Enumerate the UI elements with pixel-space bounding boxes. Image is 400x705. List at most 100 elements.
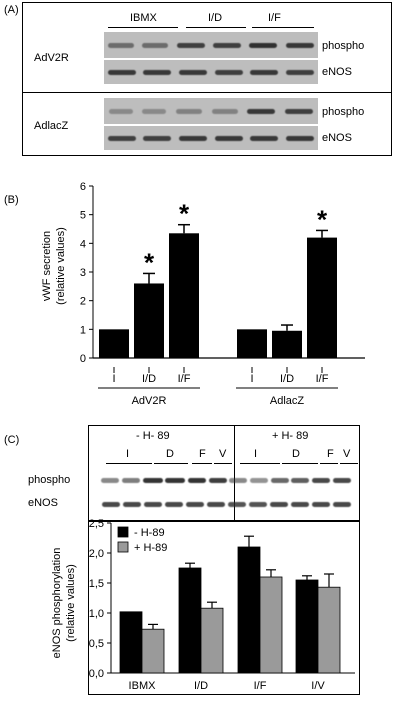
blot-group-minus-h89: - H- 89	[136, 430, 170, 442]
chart-c-ytick-label: 2,0	[89, 548, 104, 560]
chart-c-bar	[317, 586, 341, 674]
blot-a-adv2r-phospho	[104, 32, 318, 58]
chart-b-ytick-label: 6	[80, 181, 86, 193]
chart-c-frame	[88, 521, 360, 695]
row-label-phospho-2: phospho	[322, 106, 365, 118]
chart-c-ytick-label: 1,5	[89, 578, 104, 590]
lane-label-v-1: V	[219, 448, 227, 460]
chart-c-legend-swatch	[117, 541, 129, 553]
chart-b-category-label: I/D	[280, 373, 294, 385]
chart-b-category-label: I	[112, 373, 115, 385]
lane-line-i-2	[240, 463, 280, 464]
treatment-label-if: I/F	[268, 12, 281, 24]
lane-label-f-2: F	[327, 448, 334, 460]
chart-c-category-label: I/D	[194, 680, 208, 692]
chart-c-ylabel-line1: eNOS phosphorylation	[51, 548, 63, 659]
chart-b-bar	[169, 233, 199, 358]
lane-label-i-2: I	[254, 448, 258, 460]
blot-c-enos	[100, 494, 352, 514]
chart-c-bar	[119, 611, 143, 674]
row-label-phospho-c: phospho	[28, 474, 71, 486]
chart-c-bar	[200, 607, 224, 674]
chart-b-ylabel-line2: (relative values)	[55, 227, 67, 305]
blot-group-plus-h89: + H- 89	[272, 430, 309, 442]
chart-b-ytick-label: 1	[80, 324, 86, 336]
panel-a-frame	[22, 2, 392, 156]
chart-b: vWF secretion (relative values) 0123456 …	[41, 181, 365, 407]
chart-c-bar	[295, 579, 319, 674]
chart-b-ylabel: vWF secretion (relative values)	[41, 227, 67, 305]
chart-b-bar	[237, 329, 267, 358]
lane-label-v-2: V	[343, 448, 351, 460]
chart-c-ytick-label: 2,5	[89, 518, 104, 530]
chart-b-bar	[307, 237, 337, 358]
lane-line-f-1	[192, 463, 212, 464]
row-label-enos-1: eNOS	[322, 66, 352, 78]
treatment-label-ibmx: IBMX	[130, 12, 157, 24]
lane-label-f-1: F	[199, 448, 206, 460]
chart-c: eNOS phosphorylation (relative values) 0…	[51, 518, 355, 692]
chart-b-significance-star: *	[179, 199, 190, 229]
lane-line-d-2	[282, 463, 318, 464]
chart-c-ylabel-line2: (relative values)	[65, 564, 77, 642]
lane-line-v-2	[340, 463, 358, 464]
lane-label-d-1: D	[166, 448, 174, 460]
chart-b-ytick-label: 3	[80, 267, 86, 279]
chart-b-significance-star: *	[317, 204, 328, 234]
chart-c-bar	[237, 546, 261, 674]
chart-b-ylabel-line1: vWF secretion	[41, 231, 53, 301]
header-line-ibmx	[108, 27, 178, 28]
panel-a-label: (A)	[4, 4, 19, 16]
row-label-phospho-1: phospho	[322, 40, 365, 52]
lane-label-i-1: I	[126, 448, 130, 460]
chart-c-ytick-label: 1,0	[89, 608, 104, 620]
chart-c-category-label: I/V	[311, 680, 325, 692]
panel-b-label: (B)	[4, 194, 19, 206]
chart-c-legend-swatch	[117, 526, 129, 538]
blot-c-phospho	[100, 470, 352, 490]
lane-label-d-2: D	[292, 448, 300, 460]
chart-b-group-label-adlacz: AdlacZ	[270, 395, 305, 407]
row-label-enos-2: eNOS	[322, 132, 352, 144]
blot-a-adlacz-enos	[104, 126, 318, 150]
chart-b-group-label-adv2r: AdV2R	[132, 395, 167, 407]
chart-b-category-label: I/F	[316, 373, 329, 385]
header-line-if	[252, 27, 314, 28]
panel-c-blot-divider	[234, 425, 235, 521]
chart-c-legend-label: - H-89	[134, 527, 165, 539]
chart-b-bar	[134, 283, 164, 358]
chart-c-bar	[178, 567, 202, 674]
chart-b-ytick-label: 4	[80, 238, 86, 250]
chart-b-significance-star: *	[144, 247, 155, 277]
chart-c-ylabel: eNOS phosphorylation (relative values)	[51, 548, 77, 659]
blot-a-adv2r-enos	[104, 60, 318, 84]
chart-c-bar	[141, 628, 165, 674]
chart-c-category-label: I/F	[254, 680, 267, 692]
chart-b-category-label: I/D	[142, 373, 156, 385]
panel-c-blot-frame	[88, 425, 360, 521]
chart-b-ytick-label: 5	[80, 210, 86, 222]
chart-c-ytick-label: 0,0	[89, 668, 104, 680]
chart-b-category-label: I	[250, 373, 253, 385]
chart-b-ytick-label: 0	[80, 353, 86, 365]
treatment-label-id: I/D	[208, 12, 223, 24]
group-label-adv2r: AdV2R	[34, 52, 69, 64]
lane-line-d-1	[154, 463, 188, 464]
chart-c-ytick-label: 0,5	[89, 638, 104, 650]
chart-b-bar	[99, 329, 129, 358]
lane-line-f-2	[320, 463, 338, 464]
chart-c-category-label: IBMX	[129, 680, 157, 692]
chart-b-category-label: I/F	[178, 373, 191, 385]
lane-line-i-1	[106, 463, 152, 464]
panel-c-label: (C)	[4, 434, 20, 446]
lane-line-v-1	[214, 463, 232, 464]
header-line-id	[186, 27, 246, 28]
chart-c-bar	[259, 576, 283, 674]
group-label-adlacz: AdlacZ	[34, 120, 69, 132]
chart-b-ytick-label: 2	[80, 296, 86, 308]
chart-c-legend-label: + H-89	[134, 542, 167, 554]
row-label-enos-c: eNOS	[28, 497, 58, 509]
blot-a-adlacz-phospho	[104, 98, 318, 124]
panel-a-divider	[22, 92, 392, 93]
chart-b-bar	[272, 330, 302, 358]
